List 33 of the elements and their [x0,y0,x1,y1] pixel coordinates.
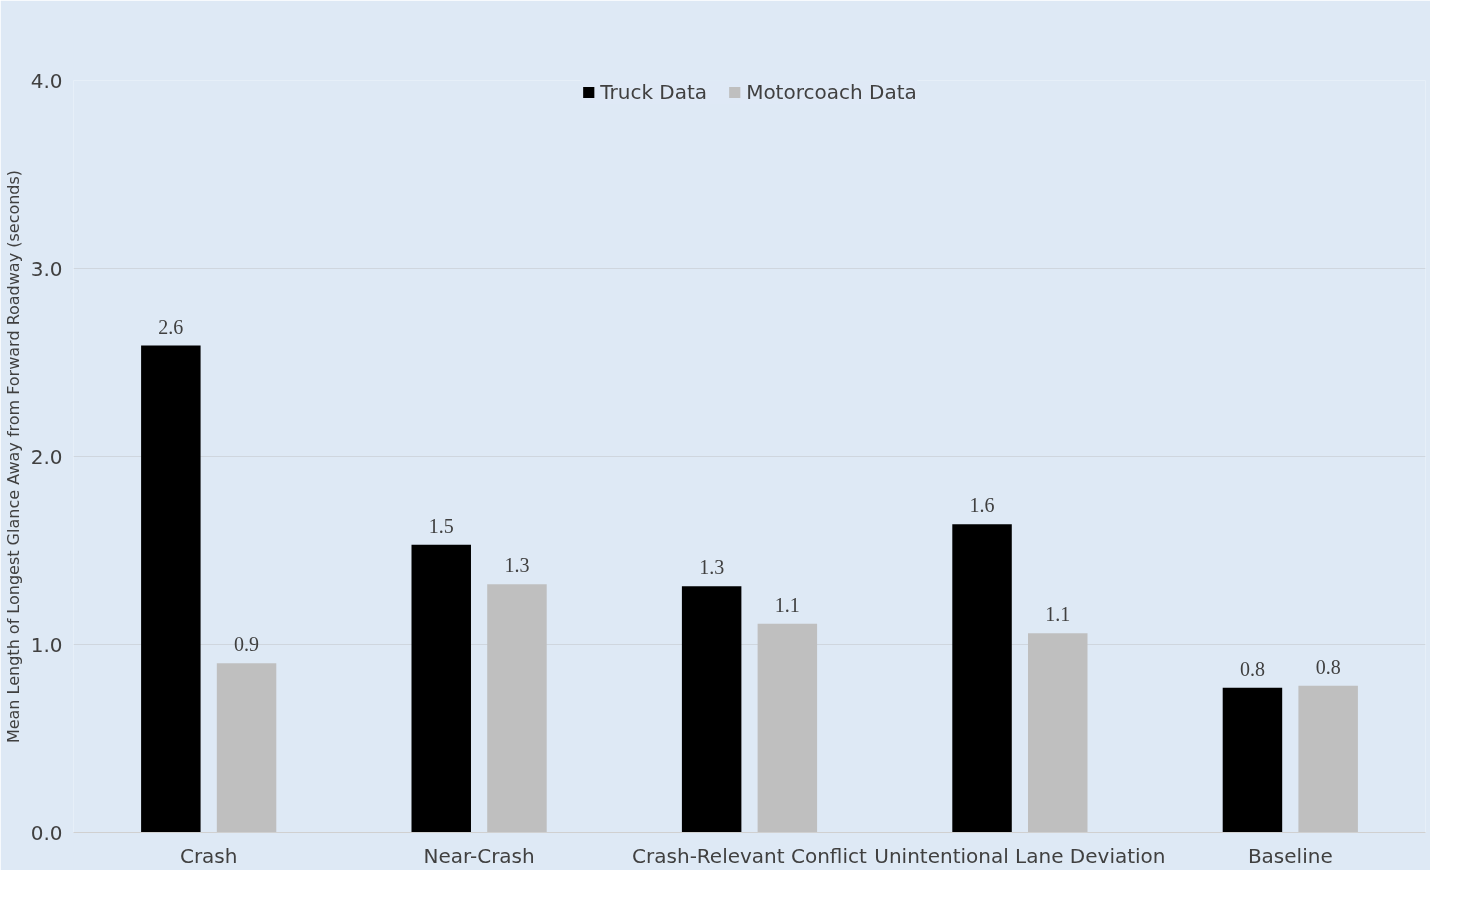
bar [411,544,471,833]
bar [141,345,201,833]
y-tick-label: 3.0 [30,256,63,281]
bar [1298,685,1358,833]
x-tick-label: Baseline [1247,843,1333,868]
data-label: 1.3 [699,556,725,579]
x-tick-label: Near-Crash [423,843,535,868]
x-tick-label: Crash-Relevant Conflict [632,843,868,868]
legend-label: Truck Data [600,80,708,104]
data-label: 1.1 [774,593,800,616]
y-axis-title: Mean Length of Longest Glance Away from Forward Roadway (seconds) [3,169,23,744]
data-label: 1.1 [1045,603,1071,626]
bar [487,584,547,833]
y-tick-label: 1.0 [30,632,63,657]
bar [1222,687,1283,833]
bar [216,663,277,833]
data-label: 1.5 [428,514,454,537]
legend-label: Motorcoach Data [746,80,917,104]
x-tick-label: Unintentional Lane Deviation [874,843,1166,868]
data-label: 0.8 [1315,655,1341,678]
x-tick-label: Crash [179,843,238,868]
bar [681,586,742,833]
data-label: 1.3 [504,554,530,577]
y-tick-label: 2.0 [30,444,63,469]
y-tick-label: 0.0 [30,820,63,845]
bar [757,623,818,833]
data-label: 1.6 [969,494,995,517]
data-label: 0.9 [234,633,260,656]
bar [952,524,1012,833]
bar [1028,633,1088,833]
data-label: 2.6 [158,315,184,338]
y-tick-label: 4.0 [30,68,63,93]
data-label: 0.8 [1239,657,1265,680]
